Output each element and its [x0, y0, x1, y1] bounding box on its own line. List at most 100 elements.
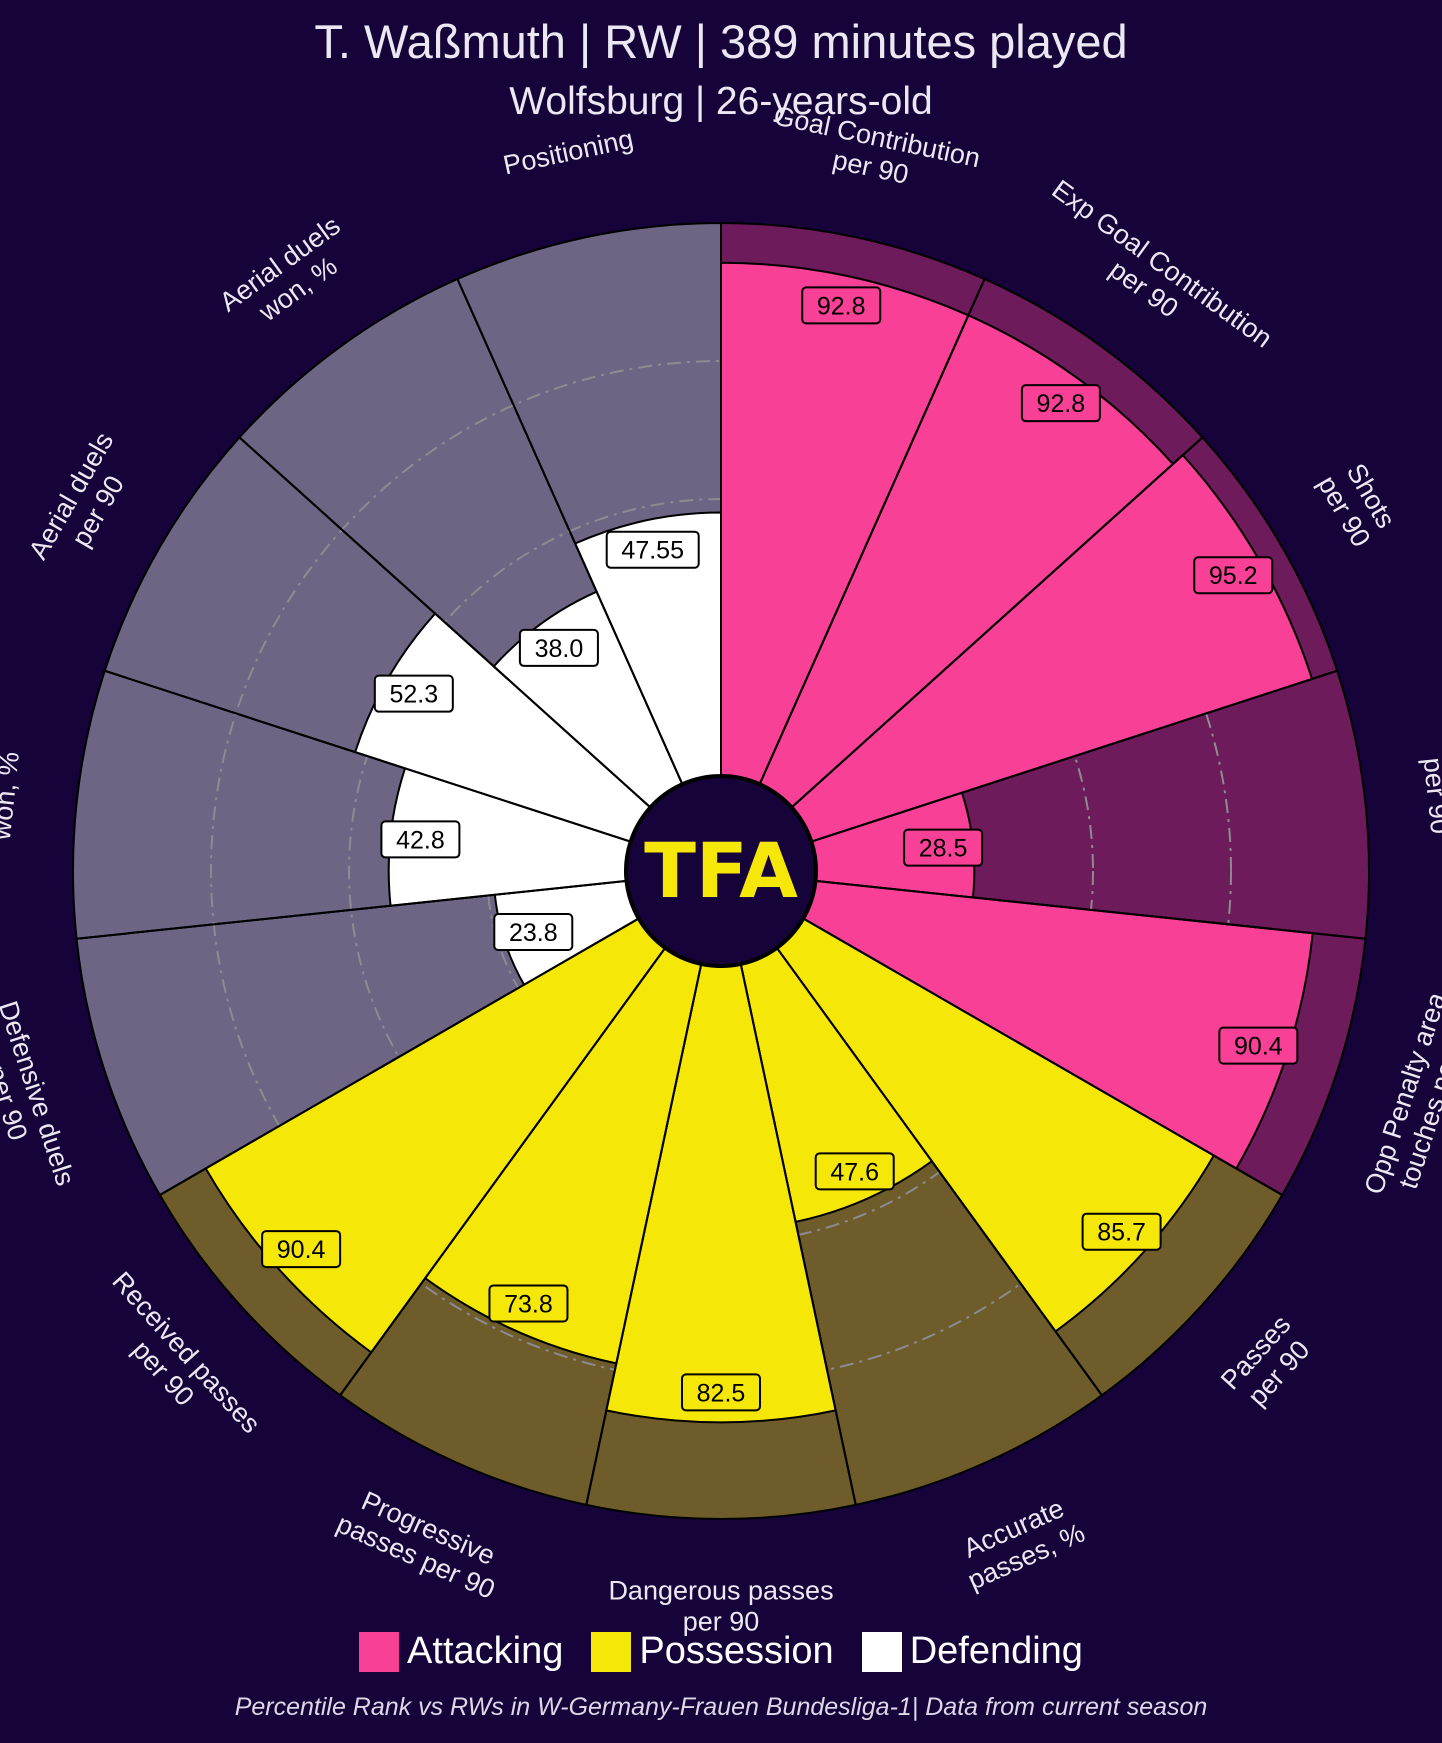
legend-item-defending: Defending [861, 1630, 1083, 1673]
value-label: 92.8 [1020, 384, 1101, 423]
slice-separator [159, 918, 639, 1196]
value-label-box [373, 674, 454, 713]
value-label-text: 92.8 [1037, 390, 1086, 418]
value-label-text: 82.5 [697, 1379, 746, 1407]
slice-separator [339, 948, 666, 1396]
value-label-text: 47.6 [830, 1158, 879, 1186]
slice-value [573, 511, 722, 785]
value-label-box [814, 1152, 895, 1191]
value-label-text: 92.8 [817, 292, 866, 320]
param-label-text: Exp Goal Contribution [1046, 174, 1277, 354]
slice-value [790, 453, 1314, 843]
slice-value [802, 879, 1314, 1170]
slice-separator [76, 880, 626, 940]
slice-value [423, 947, 703, 1365]
legend-swatch-possession [591, 1631, 632, 1672]
value-label-box [261, 1230, 342, 1269]
param-label-text: Positioning [500, 124, 635, 181]
slice-value [353, 612, 652, 843]
slice-value [758, 314, 1175, 809]
value-label-text: 90.4 [1234, 1033, 1283, 1061]
center-circle [626, 776, 816, 966]
value-label: 90.4 [261, 1230, 342, 1269]
legend: Attacking Possession Defending [0, 1630, 1442, 1673]
slice-separator [803, 918, 1283, 1196]
value-label: 38.0 [518, 628, 599, 667]
param-label-text: Dangerous passes [608, 1576, 833, 1606]
slice-separator [776, 948, 1103, 1396]
value-label: 47.55 [605, 530, 700, 569]
legend-label-defending: Defending [909, 1630, 1083, 1672]
chart-title: T. Waßmuth | RW | 389 minutes played [314, 15, 1128, 68]
value-label-text: 28.5 [919, 835, 968, 863]
value-label-box [380, 820, 461, 859]
param-label: Dribblesper 90 [1418, 756, 1442, 835]
value-label-box [1218, 1026, 1299, 1065]
value-label: 92.8 [801, 286, 882, 325]
value-label: 73.8 [488, 1284, 569, 1323]
value-label-text: 38.0 [535, 635, 584, 663]
param-label-text: won, % [0, 750, 25, 842]
slice-separator [739, 964, 857, 1506]
value-label: 23.8 [493, 912, 574, 951]
slice-separator [759, 278, 986, 784]
value-label-box [493, 912, 574, 951]
value-label: 95.2 [1193, 556, 1274, 595]
legend-label-attacking: Attacking [407, 1630, 564, 1672]
legend-item-possession: Possession [591, 1630, 834, 1673]
param-label-text: per 90 [683, 1607, 760, 1637]
value-label-box [605, 530, 700, 569]
slice-value [605, 963, 837, 1424]
slice-value [720, 261, 970, 785]
slice-separator [816, 880, 1366, 940]
slice-value [811, 791, 976, 899]
slice-separator [791, 436, 1204, 808]
value-label: 28.5 [903, 828, 984, 867]
value-label-text: 23.8 [509, 919, 558, 947]
tfa-logo: TFA [644, 826, 798, 915]
value-label-box [801, 286, 882, 325]
value-label-box [1020, 384, 1101, 423]
value-label-text: 90.4 [277, 1236, 326, 1264]
slice-separator [104, 669, 631, 843]
slice-separator [811, 669, 1338, 843]
footer-note: Percentile Rank vs RWs in W-Germany-Frau… [234, 1693, 1208, 1721]
value-label: 90.4 [1218, 1026, 1299, 1065]
param-label-text: per 90 [1418, 756, 1442, 835]
value-label: 82.5 [681, 1373, 761, 1412]
value-label: 47.6 [814, 1152, 895, 1191]
legend-swatch-defending [861, 1631, 902, 1672]
value-label: 42.8 [380, 820, 461, 859]
slice-separator [238, 436, 651, 808]
value-label-text: 47.55 [621, 537, 684, 565]
value-label-text: 52.3 [389, 681, 438, 709]
slice-separator [456, 278, 683, 784]
value-label-text: 95.2 [1209, 562, 1258, 590]
value-label: 85.7 [1081, 1212, 1162, 1251]
value-label-text: 42.8 [396, 826, 445, 854]
value-label-text: 73.8 [504, 1290, 553, 1318]
value-label-box [903, 828, 984, 867]
legend-label-possession: Possession [639, 1630, 834, 1672]
value-label-box [1081, 1212, 1162, 1251]
legend-swatch-attacking [359, 1631, 400, 1672]
value-label-box [1193, 556, 1274, 595]
slice-separator [585, 964, 703, 1506]
value-label-box [518, 628, 599, 667]
value-label: 52.3 [373, 674, 454, 713]
value-label-box [681, 1373, 761, 1412]
value-label-text: 85.7 [1097, 1219, 1146, 1247]
